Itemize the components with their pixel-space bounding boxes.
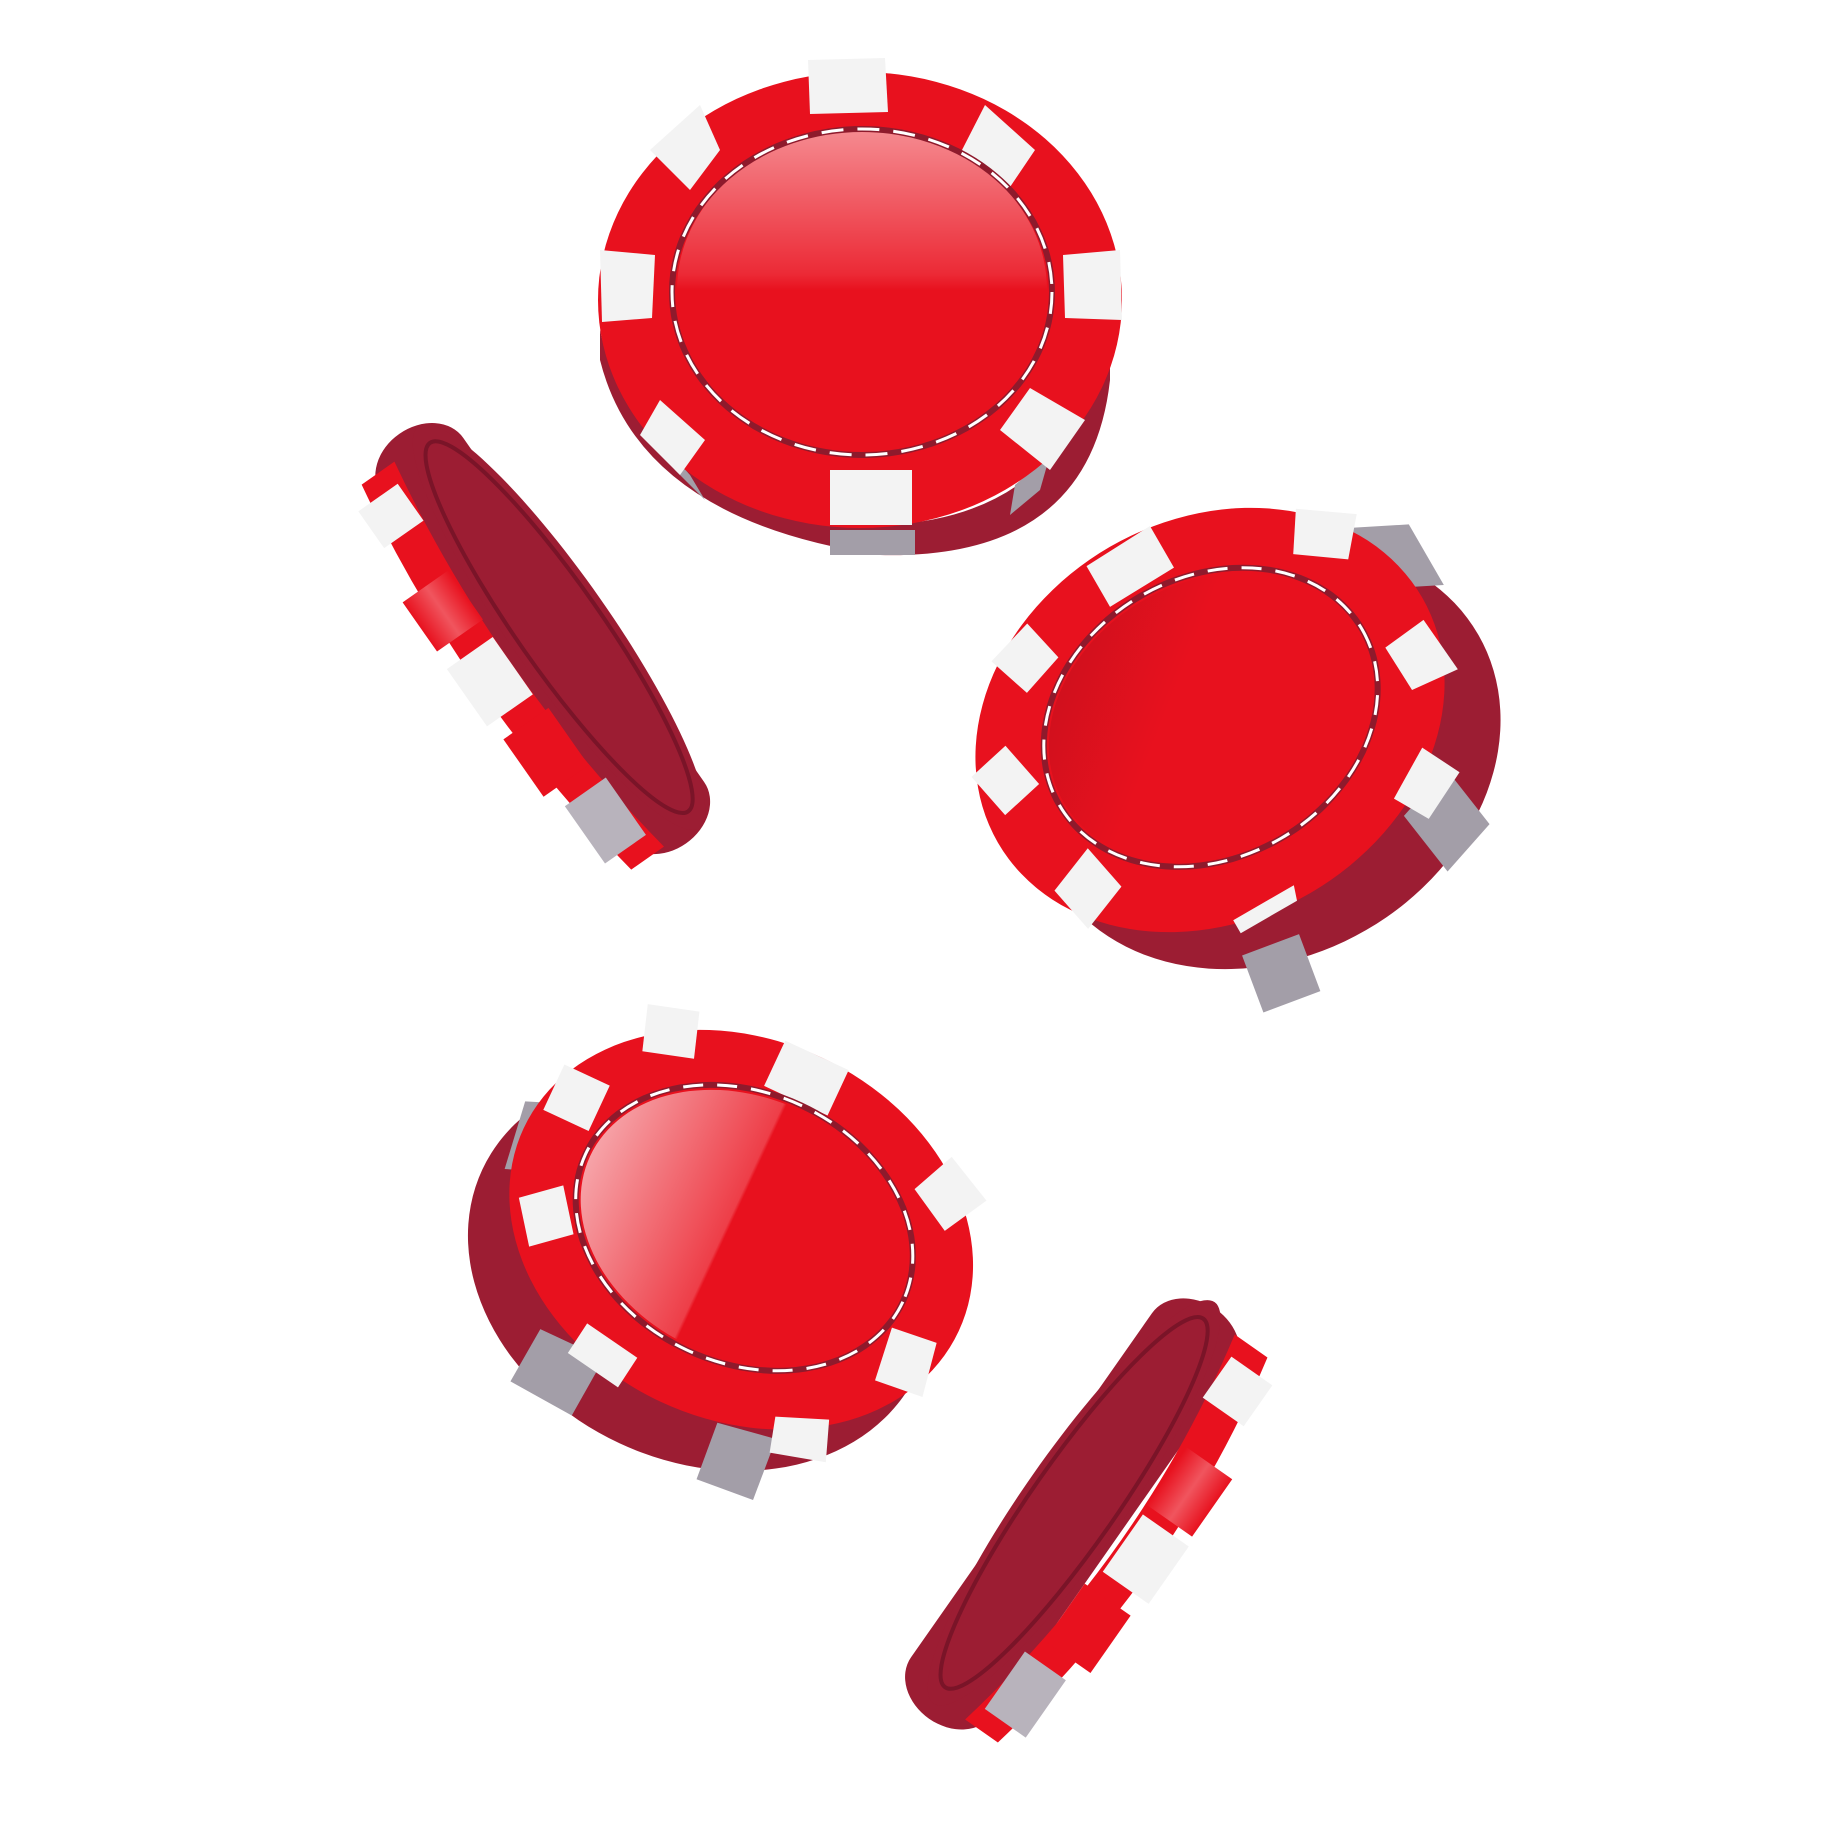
chip-stitch-dashes — [670, 127, 1054, 457]
chip-face-edge — [412, 424, 706, 830]
chip-edge-stripes — [358, 483, 646, 864]
chip-rim-stripes — [971, 508, 1460, 934]
chip-rim-stripes — [600, 58, 1122, 525]
chip-edge-band — [965, 1334, 1268, 1743]
chip-face — [677, 130, 1047, 450]
chip-edge-stripes — [984, 1356, 1273, 1738]
chip-face — [580, 1089, 908, 1366]
chip-rim-stripes — [518, 1004, 987, 1463]
chip-stitch-ring — [938, 1314, 1210, 1691]
chip-right — [971, 507, 1501, 1013]
chip-bottom-left — [467, 1004, 987, 1501]
chip-face-edge — [927, 1300, 1221, 1706]
chip-bottom-right-edge — [905, 1298, 1273, 1743]
chip-side — [600, 330, 1110, 556]
chip-left-edge — [358, 423, 711, 870]
chip-stitch-dashes — [574, 1083, 915, 1373]
chip-face — [1048, 572, 1373, 862]
chip-top-center — [598, 58, 1122, 556]
chip-stitch-ring — [423, 439, 695, 816]
chip-stitch-dashes — [1042, 566, 1380, 869]
